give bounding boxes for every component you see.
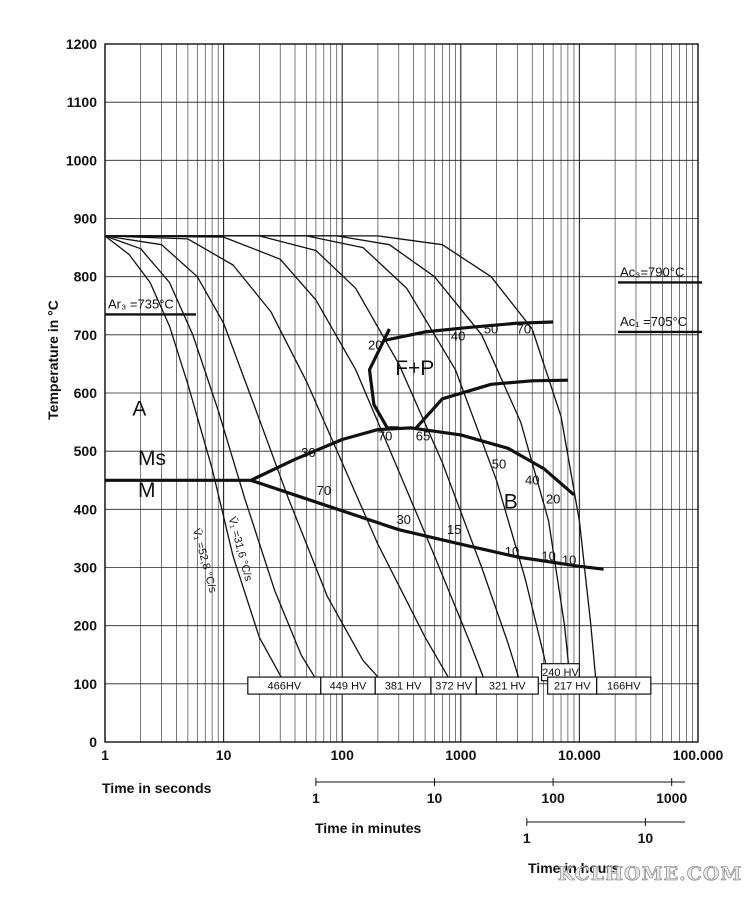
transformation-line	[414, 378, 568, 429]
hardness-boxes: 466HV 449 HV 381 HV 372 HV 321 HV 240 HV 217 H…	[247, 663, 652, 695]
y-tick-label: 1000	[66, 152, 97, 168]
cooling-curve	[104, 235, 456, 690]
critical-temp-label: Ac₁ =705°C	[620, 314, 687, 329]
transformation-line	[367, 328, 399, 430]
x-axis-ticks: 1 10 100 1000 10.000 100.000 Time in seconds	[101, 747, 723, 796]
percent-label: 10	[562, 553, 576, 568]
hardness-label: 381 HV	[385, 681, 422, 693]
plot-frame	[104, 43, 699, 743]
annotations: Ar₃ =735°C Ac₃=790°C Ac₁ =705°C A Ms M F+P B 20 4…	[105, 264, 702, 595]
y-tick-label: 800	[74, 269, 98, 285]
hardness-label: 466HV	[267, 681, 301, 693]
transformation-line	[250, 478, 604, 571]
x-tick-label: 1000	[445, 747, 476, 763]
critical-temp-label: Ar₃ =735°C	[108, 296, 174, 311]
cooling-curve	[105, 235, 598, 690]
percent-label: 10	[541, 549, 555, 564]
percent-label: 20	[546, 492, 560, 507]
phase-label: F+P	[395, 357, 434, 380]
cooling-curve	[105, 235, 523, 690]
cooling-curve	[104, 235, 489, 690]
phase-label: B	[504, 491, 518, 514]
secondary-tick-label: 1	[312, 790, 320, 806]
percent-label: 30	[396, 512, 410, 527]
cooling-rate-label: V̄₁ =31,6 °C/s	[226, 516, 255, 583]
y-tick-label: 300	[74, 560, 98, 576]
percent-label: 15	[447, 522, 461, 537]
hardness-label: 240 HV	[542, 667, 579, 679]
percent-label: 70	[317, 483, 331, 498]
transformation-boundaries	[105, 320, 604, 571]
cooling-curve	[104, 235, 390, 691]
percent-label: 40	[525, 472, 539, 487]
y-tick-label: 600	[74, 385, 98, 401]
phase-label: A	[132, 398, 146, 421]
y-tick-label: 100	[74, 676, 98, 692]
y-tick-label: 1100	[67, 94, 98, 110]
secondary-tick-label: 10	[427, 790, 443, 806]
cooling-curve	[104, 235, 289, 690]
y-axis-ticks: 0 100 200 300 400 500 600 700 800 900 1000 1100 1200	[66, 36, 97, 750]
percent-label: 40	[451, 329, 465, 344]
percent-label: 10	[505, 544, 519, 559]
y-tick-label: 500	[74, 443, 98, 459]
hardness-label: 321 HV	[489, 681, 526, 693]
hardness-label: 449 HV	[330, 681, 367, 693]
percent-label: 70	[517, 322, 531, 337]
percent-label: 65	[416, 429, 430, 444]
x-tick-label: 1	[101, 747, 109, 763]
watermark: KCLHOME.COM	[558, 863, 743, 885]
percent-label: 50	[492, 457, 506, 472]
transformation-line	[382, 320, 554, 343]
hardness-label: 217 HV	[554, 681, 591, 693]
x-tick-label: 100	[331, 747, 355, 763]
cooling-curve	[105, 235, 552, 690]
secondary-tick-label: 1	[523, 830, 531, 846]
secondary-tick-label: 10	[638, 830, 654, 846]
x-tick-label: 10	[216, 747, 232, 763]
percent-label: 20	[368, 337, 382, 352]
hardness-box	[475, 676, 539, 695]
hardness-label: 166HV	[607, 681, 641, 693]
hardness-label: 372 HV	[435, 681, 472, 693]
y-tick-label: 700	[74, 327, 98, 343]
x-axis-label-minutes: Time in minutes	[315, 820, 422, 836]
y-tick-label: 400	[74, 501, 98, 517]
y-tick-label: 200	[74, 618, 98, 634]
x-axis-label-seconds: Time in seconds	[102, 780, 212, 796]
phase-label: M	[138, 479, 156, 502]
hardness-box	[596, 676, 652, 695]
cooling-curves	[104, 235, 598, 691]
x-tick-label: 100.000	[673, 747, 724, 763]
secondary-tick-label: 1000	[656, 790, 687, 806]
percent-label: 50	[484, 322, 498, 337]
x-axis-label-hours: Time in hours	[528, 860, 620, 876]
secondary-tick-label: 100	[541, 790, 565, 806]
percent-label: 70	[378, 429, 392, 444]
critical-temp-label: Ac₃=790°C	[620, 264, 684, 279]
y-tick-label: 1200	[66, 36, 97, 52]
cooling-curve	[105, 235, 572, 690]
y-axis-label: Temperature in °C	[45, 300, 61, 420]
y-tick-label: 900	[74, 211, 98, 227]
y-tick-label: 0	[89, 734, 97, 750]
cooling-curve	[104, 235, 323, 690]
cooling-rate-label: V̄₁ =52,8 °C/s	[190, 527, 219, 594]
percent-label: 30	[301, 445, 315, 460]
secondary-time-axes: 1 10 100 1000 Time in minutes 1 10 Time in hour…	[312, 778, 687, 876]
grid	[104, 43, 698, 743]
x-tick-label: 10.000	[558, 747, 601, 763]
phase-label: Ms	[138, 447, 166, 470]
